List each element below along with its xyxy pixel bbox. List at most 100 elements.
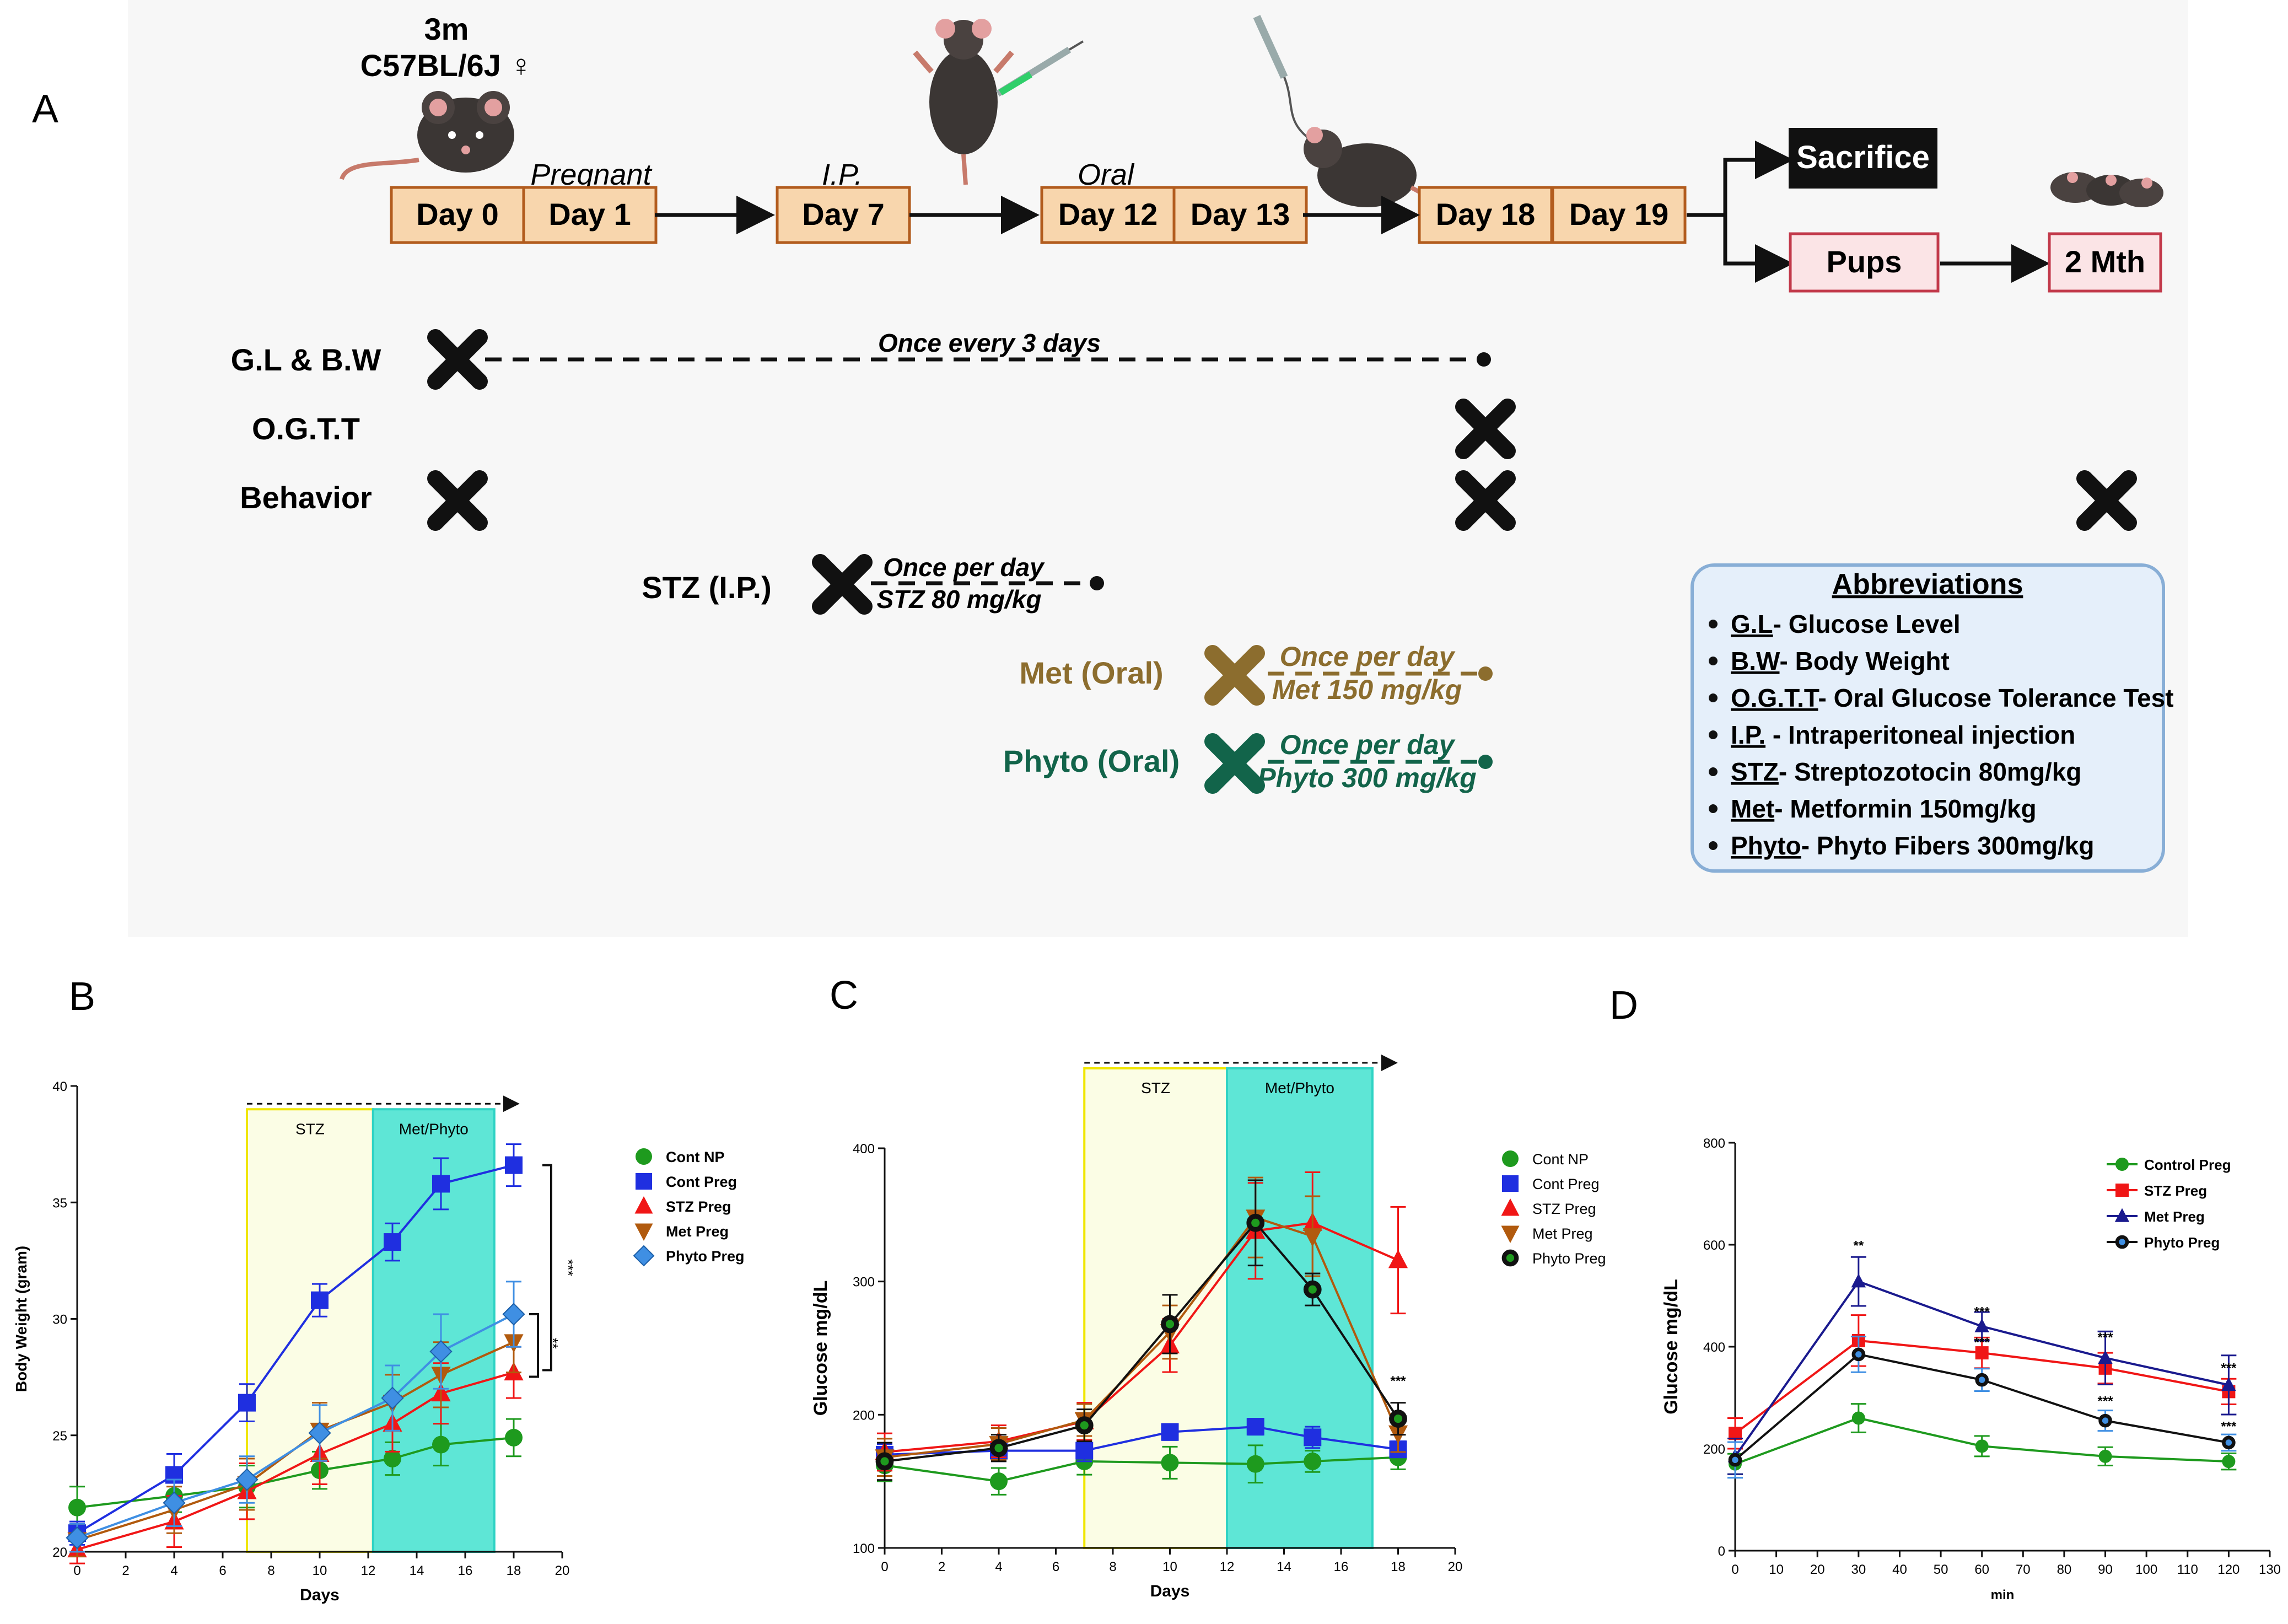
data-point [1501, 1249, 1519, 1267]
cross-icon [427, 470, 488, 531]
chart-c: STZ Met/Phyto 0 2 4 6 8 10 12 14 16 18 20 100 200 300 40… [810, 1055, 1606, 1600]
y-tick-label: 800 [1703, 1136, 1725, 1151]
data-point [1304, 1452, 1322, 1470]
legend-label: Cont Preg [1532, 1176, 1600, 1192]
legend-label: Met Preg [2144, 1208, 2205, 1225]
x-tick-label: 12 [361, 1563, 376, 1578]
data-point [875, 1452, 894, 1471]
abbreviation-definition: - Streptozotocin 80mg/kg [1779, 757, 2081, 786]
stz-end-dot [1090, 576, 1104, 590]
abbreviation-item: B.W- Body Weight [1731, 647, 1950, 675]
legend-label: Control Preg [2144, 1157, 2231, 1173]
x-tick-label: 10 [1769, 1562, 1784, 1577]
data-point [1502, 1175, 1519, 1192]
gl-bw-label: G.L & B.W [231, 342, 381, 377]
legend-label: Phyto Preg [2144, 1234, 2220, 1251]
cross-icon [812, 554, 873, 615]
data-point [2222, 1455, 2236, 1469]
significance-label: ** [1854, 1238, 1864, 1253]
data-point [384, 1450, 401, 1467]
cross-icon [1455, 399, 1516, 459]
ip-note: I.P. [822, 158, 863, 191]
stz-frequency: Once per day [883, 553, 1045, 582]
day-box [1040, 186, 1176, 244]
day-label: Day 1 [548, 197, 631, 232]
abbreviation-term: G.L [1731, 610, 1773, 638]
zone-label: Met/Phyto [399, 1120, 469, 1137]
data-point [636, 1148, 652, 1165]
y-tick-label: 0 [1718, 1544, 1725, 1559]
x-tick-label: 6 [219, 1563, 226, 1578]
data-point [1975, 1373, 1989, 1387]
x-tick-label: 20 [1810, 1562, 1825, 1577]
abbreviation-definition: - Glucose Level [1773, 610, 1961, 638]
data-point [1303, 1280, 1322, 1299]
abbreviation-definition: - Body Weight [1780, 647, 1950, 675]
x-axis-label: Days [1150, 1582, 1190, 1600]
data-point [505, 1428, 523, 1446]
data-point [636, 1173, 652, 1190]
x-tick-label: 120 [2217, 1562, 2239, 1577]
schedule-lines [485, 357, 1484, 764]
x-tick-label: 8 [267, 1563, 274, 1578]
data-point [1161, 1454, 1179, 1472]
sacrifice-label: Sacrifice [1796, 139, 1930, 175]
legend-label: STZ Preg [2144, 1182, 2207, 1199]
y-tick-label: 35 [52, 1196, 67, 1211]
legend-label: Phyto Preg [666, 1248, 745, 1265]
y-tick-label: 400 [853, 1142, 875, 1157]
data-point [381, 1386, 404, 1410]
data-point [2098, 1449, 2112, 1463]
data-point [68, 1498, 86, 1517]
data-point [505, 1156, 523, 1174]
data-point [429, 1340, 453, 1363]
schedule-marks [427, 329, 2137, 794]
abbreviation-term: B.W [1731, 647, 1780, 675]
met-dose: Met 150 mg/kg [1272, 674, 1462, 705]
data-point [1974, 1318, 1989, 1332]
data-point [1975, 1346, 1989, 1360]
data-point [1975, 1439, 1989, 1453]
significance-label: *** [2098, 1330, 2114, 1345]
data-point [1501, 1198, 1520, 1216]
cross-icon [1455, 470, 1516, 531]
abbreviation-item: O.G.T.T- Oral Glucose Tolerance Test [1731, 684, 2174, 712]
phyto-frequency: Once per day [1280, 729, 1456, 760]
day-label: Day 0 [416, 197, 498, 232]
data-point [308, 1421, 331, 1445]
oral-gavage-icon [1253, 15, 1313, 142]
y-tick-label: 25 [52, 1429, 67, 1444]
x-tick-label: 80 [2057, 1562, 2072, 1577]
abbreviation-term: STZ [1731, 757, 1779, 786]
x-tick-label: 18 [507, 1563, 521, 1578]
x-tick-label: 18 [1391, 1560, 1406, 1574]
y-axis-label: Glucose mg/dL [810, 1281, 831, 1416]
day-box [1418, 186, 1553, 244]
panel-b-label: B [69, 975, 95, 1019]
met-phyto-zone [372, 1108, 496, 1553]
panel-d-label: D [1609, 983, 1638, 1028]
legend-label: STZ Preg [1532, 1201, 1596, 1217]
bullet [1709, 693, 1718, 702]
data-point [1161, 1315, 1179, 1333]
x-tick-label: 60 [1974, 1562, 1989, 1577]
cross-icon [427, 329, 488, 390]
x-tick-label: 8 [1109, 1560, 1116, 1574]
data-point [432, 1175, 450, 1193]
abbreviations-title: Abbreviations [1832, 568, 2023, 600]
x-tick-label: 2 [938, 1560, 945, 1574]
data-point [2222, 1435, 2236, 1450]
x-tick-label: 2 [122, 1563, 129, 1578]
data-point [238, 1394, 256, 1412]
cross-icon [1204, 733, 1265, 794]
x-tick-label: 4 [995, 1560, 1002, 1574]
x-tick-label: 20 [1448, 1560, 1463, 1574]
y-tick-label: 600 [1703, 1238, 1725, 1253]
gl-bw-frequency: Once every 3 days [878, 329, 1101, 357]
significance-label: *** [1390, 1374, 1406, 1389]
x-tick-label: 16 [458, 1563, 473, 1578]
legend-label: Cont Preg [666, 1174, 737, 1190]
x-tick-label: 30 [1851, 1562, 1866, 1577]
data-point [1851, 1411, 1865, 1425]
